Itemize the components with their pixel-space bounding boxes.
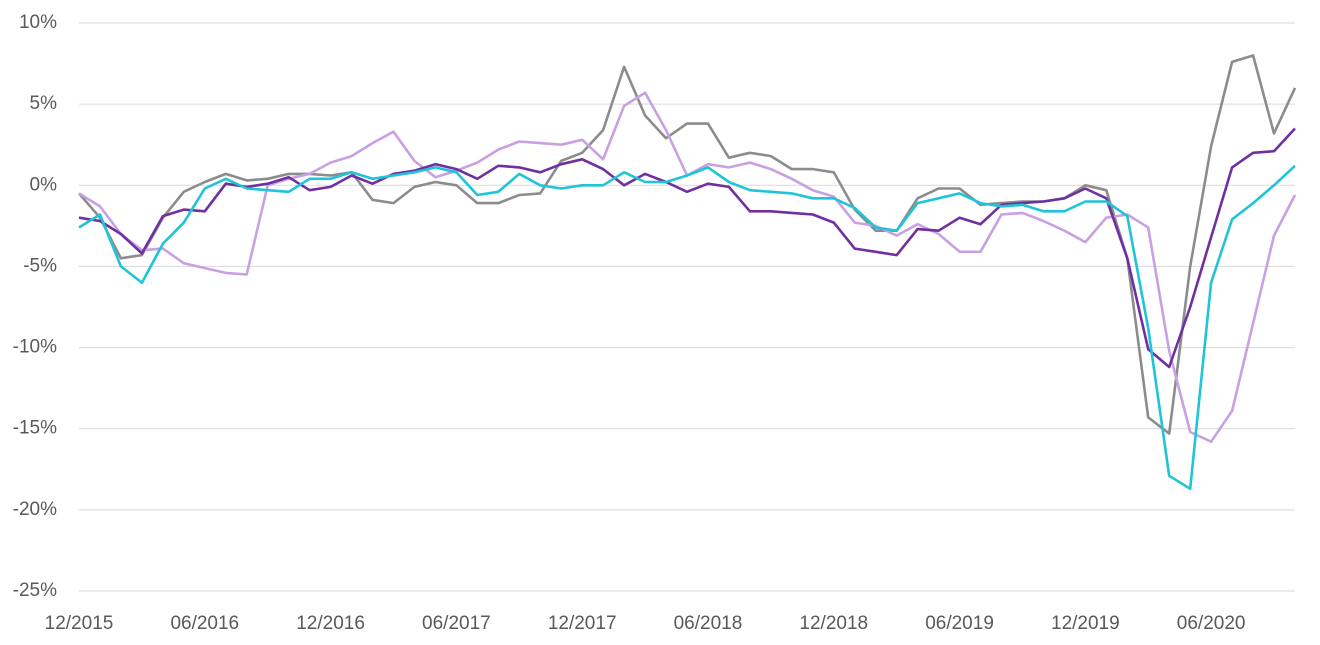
x-tick-label: 12/2019 — [1051, 613, 1120, 634]
line-series — [78, 91, 1297, 443]
line-series — [78, 127, 1296, 369]
y-tick-label: -10% — [13, 337, 57, 358]
line-series — [78, 54, 1297, 435]
y-tick-label: -25% — [13, 580, 57, 601]
x-tick-label: 12/2015 — [45, 613, 114, 634]
x-tick-label: 12/2016 — [296, 613, 365, 634]
y-tick-label: 0% — [30, 174, 58, 195]
y-tick-label: 10% — [19, 12, 57, 33]
y-tick-label: -5% — [23, 255, 57, 276]
x-tick-label: 06/2019 — [925, 613, 994, 634]
y-tick-label: -20% — [13, 499, 57, 520]
x-tick-label: 06/2018 — [674, 613, 743, 634]
x-tick-label: 12/2018 — [799, 613, 868, 634]
y-tick-label: -15% — [13, 418, 57, 439]
x-tick-label: 06/2020 — [1177, 613, 1246, 634]
line-series — [78, 164, 1296, 491]
x-tick-label: 12/2017 — [548, 613, 617, 634]
y-tick-label: 5% — [30, 93, 58, 114]
x-tick-label: 06/2016 — [170, 613, 239, 634]
x-tick-label: 06/2017 — [422, 613, 491, 634]
